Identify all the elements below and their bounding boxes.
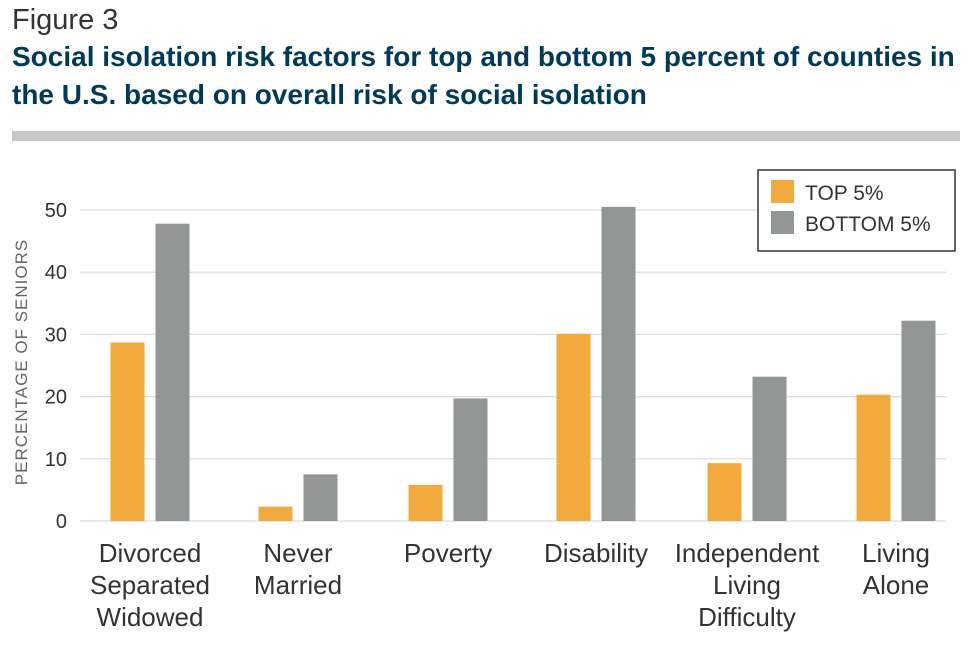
- x-tick-label: Poverty: [404, 538, 492, 568]
- x-tick-label: Difficulty: [698, 602, 796, 632]
- x-tick-label: Living: [713, 570, 781, 600]
- legend-swatch: [771, 211, 794, 234]
- bar-bottom-5: [752, 376, 787, 521]
- x-tick-label: Widowed: [97, 602, 204, 632]
- bar-top-5: [556, 333, 591, 521]
- bar-top-5: [258, 506, 293, 521]
- x-tick-label: Alone: [863, 570, 930, 600]
- x-tick-label: Divorced: [99, 538, 202, 568]
- x-tick-label: Disability: [544, 538, 648, 568]
- bar-bottom-5: [601, 206, 636, 521]
- legend-label: BOTTOM 5%: [805, 213, 931, 236]
- figure-label: Figure 3: [12, 4, 119, 36]
- y-tick-label: 0: [56, 511, 67, 533]
- bar-top-5: [110, 342, 145, 521]
- legend: TOP 5% BOTTOM 5%: [757, 169, 956, 252]
- bar-top-5: [707, 463, 742, 521]
- title-divider: [12, 131, 960, 141]
- chart-title: Social isolation risk factors for top an…: [12, 41, 955, 110]
- y-tick-label: 30: [45, 324, 67, 346]
- x-tick-label: Married: [254, 570, 342, 600]
- y-tick-label: 40: [45, 262, 67, 284]
- y-tick-label: 10: [45, 449, 67, 471]
- legend-swatch: [771, 180, 794, 203]
- y-tick-label: 50: [45, 200, 67, 222]
- bar-top-5: [408, 484, 443, 521]
- y-tick-label: 20: [45, 387, 67, 409]
- y-axis-label: PERCENTAGE OF SENIORS: [12, 239, 31, 485]
- bar-bottom-5: [303, 474, 338, 521]
- bars: [110, 206, 936, 521]
- x-tick-label: Never: [263, 538, 333, 568]
- bar-top-5: [856, 394, 891, 521]
- x-tick-label: Separated: [90, 570, 210, 600]
- x-tick-label: Independent: [675, 538, 820, 568]
- bar-bottom-5: [901, 320, 936, 521]
- x-tick-label: Living: [862, 538, 930, 568]
- bar-bottom-5: [155, 223, 190, 521]
- bar-bottom-5: [453, 398, 488, 521]
- y-axis-ticks: 0 10 20 30 40 50: [45, 200, 67, 533]
- gridlines: [80, 209, 946, 522]
- legend-label: TOP 5%: [805, 182, 884, 205]
